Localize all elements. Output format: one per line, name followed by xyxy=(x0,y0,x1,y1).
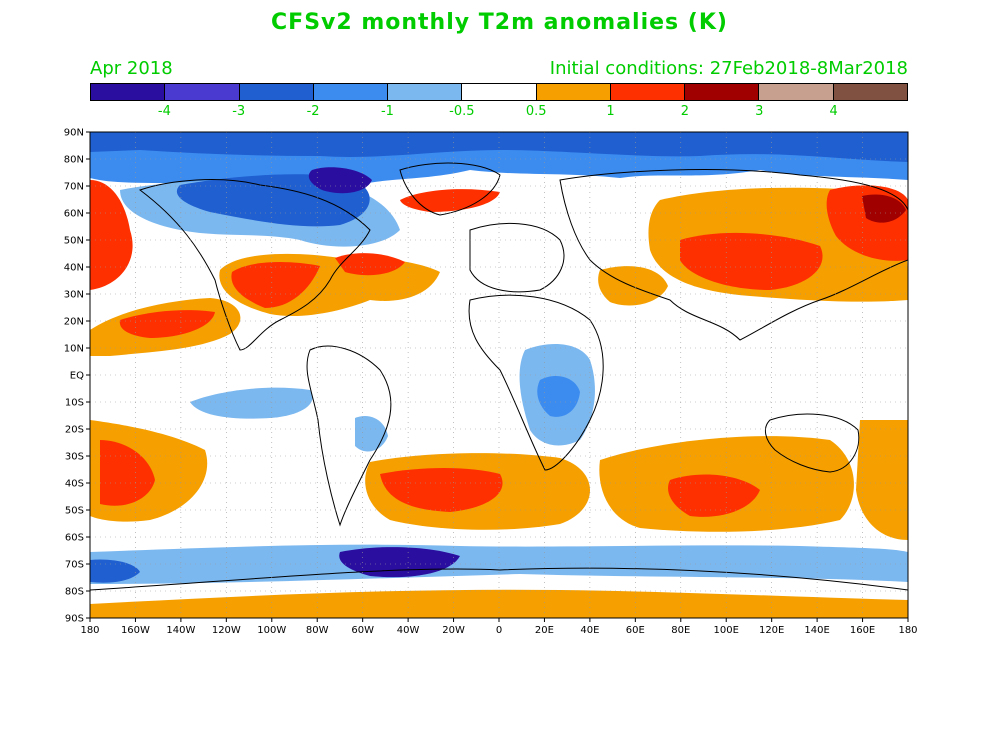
longitude-tick-label: 160E xyxy=(850,625,875,636)
colorbar-label: -4 xyxy=(157,104,171,119)
latitude-tick-label: 80S xyxy=(65,587,84,598)
warm-region-indian-ocean-core xyxy=(668,474,760,517)
longitude-tick-label: 140E xyxy=(804,625,829,636)
colorbar xyxy=(90,83,908,101)
colorbar-label: 0.5 xyxy=(525,104,547,119)
latitude-tick-label: 30S xyxy=(65,452,84,463)
latitude-tick-label: 70S xyxy=(65,560,84,571)
latitude-tick-label: 20S xyxy=(65,425,84,436)
initial-conditions: Initial conditions: 27Feb2018-8Mar2018 xyxy=(549,58,908,79)
latitude-tick-label: 90N xyxy=(64,128,84,139)
warm-region-northeast xyxy=(335,253,405,276)
cold-region-southern-ocean xyxy=(90,544,908,584)
longitude-labels: 180 160W 140W 120W 100W 80W 60W 40W 20W 0 20E 40E 60… xyxy=(80,618,918,636)
latitude-tick-label: 10S xyxy=(65,398,84,409)
warm-region-east-pacific-core xyxy=(119,310,215,338)
colorbar-segment xyxy=(462,84,537,100)
latitude-tick-label: 80N xyxy=(64,155,84,166)
colorbar-label: -0.5 xyxy=(449,104,475,119)
colorbar-label: -3 xyxy=(232,104,246,119)
latitude-labels: 90N 80N 70N 60N 50N 40N 30N 20N 10N EQ 10S 20S 30S 40… xyxy=(64,128,90,625)
latitude-tick-label: 10N xyxy=(64,344,84,355)
longitude-tick-label: 20W xyxy=(442,625,465,636)
colorbar-segment xyxy=(685,84,760,100)
forecast-month: Apr 2018 xyxy=(90,58,173,79)
latitude-tick-label: 30N xyxy=(64,290,84,301)
cold-region-africa-core xyxy=(537,376,580,417)
longitude-tick-label: 20E xyxy=(535,625,554,636)
latitude-tick-label: 40N xyxy=(64,263,84,274)
warm-region-far-east-core xyxy=(862,194,906,223)
latitude-tick-label: 70N xyxy=(64,182,84,193)
colorbar-segment xyxy=(239,84,314,100)
map-grid xyxy=(90,132,908,618)
warm-region-west-pacific-north xyxy=(90,180,133,290)
colorbar-segment xyxy=(313,84,389,100)
colorbar-segment xyxy=(833,84,907,100)
warm-region-greenland xyxy=(400,189,500,212)
longitude-tick-label: 140W xyxy=(166,625,195,636)
longitude-tick-label: 40W xyxy=(397,625,420,636)
latitude-tick-label: EQ xyxy=(70,371,84,382)
warm-region-south-atlantic-core xyxy=(380,468,503,512)
cold-region-ross xyxy=(90,559,140,583)
colorbar-segment xyxy=(165,84,240,100)
longitude-tick-label: 60E xyxy=(626,625,645,636)
longitude-tick-label: 180 xyxy=(80,625,99,636)
longitude-tick-label: 60W xyxy=(351,625,374,636)
longitude-tick-label: 40E xyxy=(580,625,599,636)
colorbar-label: 1 xyxy=(606,104,615,119)
colorbar-label: 3 xyxy=(755,104,764,119)
colorbar-label: -2 xyxy=(306,104,320,119)
colorbar-segment xyxy=(91,84,166,100)
colorbar-segment xyxy=(388,84,463,100)
longitude-tick-label: 120E xyxy=(759,625,784,636)
latitude-tick-label: 50N xyxy=(64,236,84,247)
cold-region-hudson xyxy=(308,167,372,194)
longitude-tick-label: 120W xyxy=(212,625,241,636)
colorbar-segment xyxy=(536,84,611,100)
coastlines xyxy=(90,162,908,591)
warm-region-us-strong xyxy=(231,262,320,308)
map-title: CFSv2 monthly T2m anomalies (K) xyxy=(271,10,728,35)
warm-region-antarctic-plateau xyxy=(90,589,908,618)
longitude-tick-label: 180 xyxy=(898,625,917,636)
warm-region-asia-core xyxy=(680,232,823,290)
longitude-tick-label: 80E xyxy=(671,625,690,636)
latitude-tick-label: 60S xyxy=(65,533,84,544)
latitude-tick-label: 90S xyxy=(65,614,84,625)
latitude-tick-label: 50S xyxy=(65,506,84,517)
longitude-tick-label: 80W xyxy=(306,625,329,636)
longitude-tick-label: 100W xyxy=(257,625,286,636)
colorbar-segment xyxy=(610,84,686,100)
longitude-tick-label: 160W xyxy=(121,625,150,636)
latitude-tick-label: 20N xyxy=(64,317,84,328)
longitude-tick-label: 100E xyxy=(714,625,739,636)
warm-region-middle-east xyxy=(598,266,668,306)
longitude-tick-label: 0 xyxy=(496,625,502,636)
latitude-tick-label: 40S xyxy=(65,479,84,490)
cold-region-tropical-pacific xyxy=(190,387,313,419)
warm-region-south-pacific-core xyxy=(100,440,155,506)
colorbar-label: -1 xyxy=(380,104,394,119)
colorbar-label: 4 xyxy=(829,104,838,119)
colorbar-label: 2 xyxy=(680,104,690,119)
colorbar-segment xyxy=(759,84,834,100)
latitude-tick-label: 60N xyxy=(64,209,84,220)
